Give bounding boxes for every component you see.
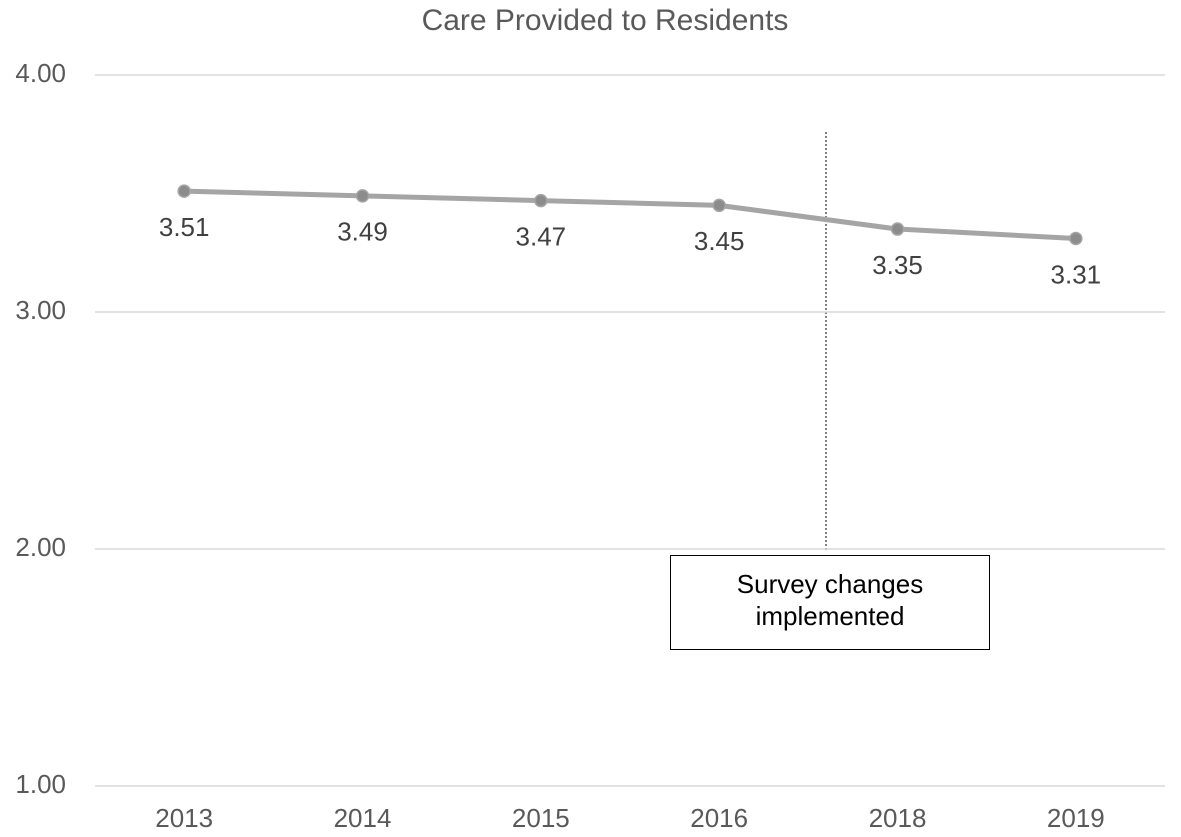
point (890, 222, 905, 236)
y-tick-label: 4.00 (15, 58, 66, 88)
point (712, 198, 726, 213)
y-tick-label: 2.00 (15, 532, 66, 562)
data-label: 3.47 (516, 221, 567, 251)
point (534, 193, 548, 208)
data-label: 3.45 (694, 226, 745, 256)
data-label: 3.35 (872, 250, 923, 280)
point (1069, 231, 1083, 246)
chart-title: Care Provided to Residents (422, 4, 789, 37)
y-tick-label: 1.00 (15, 769, 66, 799)
x-tick-label: 2019 (1047, 803, 1105, 833)
series-line (184, 188, 1076, 242)
annotation: Survey changes implemented (670, 555, 990, 650)
data-label: 3.51 (159, 212, 210, 242)
x-tick-label: 2013 (155, 803, 213, 833)
x-tick-label: 2015 (512, 803, 570, 833)
x-tick-label: 2018 (869, 803, 927, 833)
point (177, 184, 191, 198)
x-tick-label: 2016 (690, 803, 748, 833)
x-tick-label: 2014 (334, 803, 392, 833)
point (355, 189, 370, 203)
data-label: 3.31 (1051, 259, 1102, 289)
y-tick-label: 3.00 (15, 295, 66, 325)
data-label: 3.49 (337, 217, 388, 247)
